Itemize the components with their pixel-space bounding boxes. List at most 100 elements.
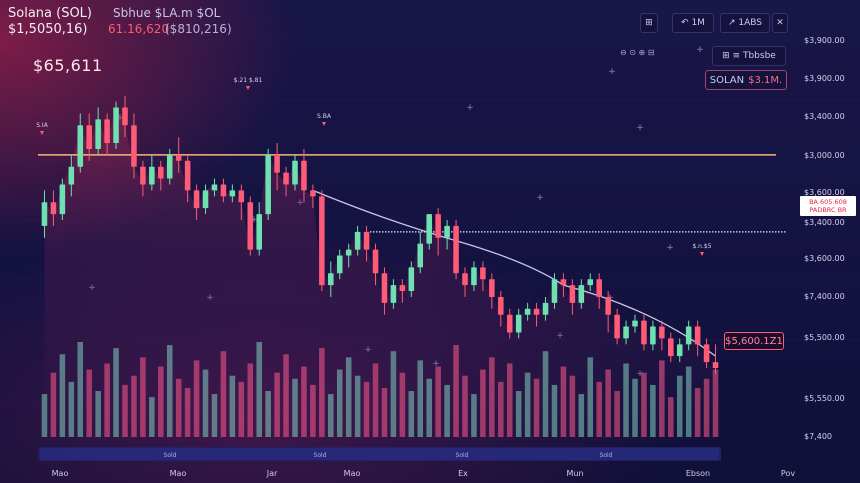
candle-body-32[interactable] [328,273,334,286]
candle-body-65[interactable] [623,326,629,339]
candle-body-45[interactable] [444,225,450,238]
candle-body-43[interactable] [426,214,432,244]
candle-body-18[interactable] [202,190,209,209]
candle-body-73[interactable] [694,326,701,345]
candle-body-50[interactable] [489,279,495,297]
candle-body-57[interactable] [551,279,558,303]
candle-body-47[interactable] [462,273,468,286]
candle-body-40[interactable] [399,285,406,292]
candle-body-52[interactable] [506,314,513,333]
volume-bar-18 [202,369,209,437]
candle-body-56[interactable] [542,302,549,315]
candle-body-5[interactable] [86,125,92,149]
candle-body-74[interactable] [703,344,710,363]
candle-body-51[interactable] [498,296,504,315]
volume-bar-33 [336,369,343,437]
candle-body-33[interactable] [336,255,343,274]
settings-button[interactable]: ⊞ ≡ Tbbsbe [712,46,786,66]
candle-body-53[interactable] [515,314,522,333]
volume-bar-34 [345,357,352,437]
candle-body-61[interactable] [587,279,594,286]
volume-bar-62 [596,381,602,437]
indicators-button[interactable]: ↗ 1ABS [720,13,770,33]
navigator-window[interactable] [40,448,719,460]
symbol-selector[interactable]: SOLAN $3.1M. [705,70,787,90]
candle-body-62[interactable] [596,279,602,297]
y-tick-2: $3,400.00 [804,112,845,121]
candle-body-15[interactable] [175,154,182,161]
candle-body-2[interactable] [59,184,66,215]
peak-marker-1 [246,86,250,90]
timeframe-button[interactable]: ↶ 1M [672,13,714,33]
candle-body-34[interactable] [345,249,352,256]
candle-body-10[interactable] [131,125,137,167]
candlestick-series [41,95,719,374]
candle-body-49[interactable] [480,267,486,280]
candle-body-20[interactable] [220,184,227,197]
candle-body-38[interactable] [381,273,388,303]
candle-body-68[interactable] [650,326,656,345]
candle-body-67[interactable] [641,320,647,345]
candle-body-28[interactable] [292,160,298,185]
candle-body-58[interactable] [560,279,567,286]
volume-bar-17 [193,360,200,437]
candle-body-25[interactable] [265,154,271,215]
candle-body-30[interactable] [310,190,316,197]
candle-body-39[interactable] [390,285,397,303]
candle-body-29[interactable] [301,160,307,191]
candle-body-24[interactable] [256,214,262,250]
candle-body-12[interactable] [149,166,155,185]
volume-bar-53 [515,391,522,437]
candle-body-14[interactable] [166,154,173,179]
sparkle-15: + [636,123,644,133]
candle-body-35[interactable] [354,231,361,250]
candle-body-70[interactable] [668,338,674,357]
candle-body-48[interactable] [471,267,477,286]
candle-body-46[interactable] [453,225,459,274]
candle-body-22[interactable] [238,190,245,203]
candle-body-1[interactable] [50,202,57,215]
candle-body-16[interactable] [184,160,191,191]
candle-body-31[interactable] [319,196,325,286]
candle-body-64[interactable] [614,314,620,339]
candle-body-60[interactable] [578,285,585,303]
candle-body-6[interactable] [95,119,101,149]
volume-bar-36 [363,381,370,437]
candle-body-7[interactable] [104,119,110,144]
candle-body-13[interactable] [158,166,164,179]
candle-body-42[interactable] [417,243,424,268]
candle-body-26[interactable] [274,154,280,173]
close-icon[interactable]: ✕ [772,13,788,33]
candle-body-59[interactable] [569,285,576,303]
candle-body-66[interactable] [632,320,638,327]
candle-body-55[interactable] [533,308,540,315]
candle-body-21[interactable] [229,190,236,197]
candle-body-17[interactable] [193,190,200,209]
candle-body-72[interactable] [685,326,692,345]
candle-body-0[interactable] [41,202,48,226]
volume-bar-4 [77,342,84,437]
candle-body-11[interactable] [140,166,146,185]
candle-body-44[interactable] [435,214,441,238]
candle-body-36[interactable] [363,231,370,250]
candle-body-3[interactable] [68,166,75,185]
volume-bar-37 [372,363,379,437]
candle-body-69[interactable] [659,326,665,339]
candle-body-41[interactable] [408,267,415,292]
candle-body-75[interactable] [712,362,719,368]
zoom-controls[interactable]: ⊖ ⊙ ⊕ ⊟ [620,48,655,57]
candle-body-63[interactable] [605,296,611,315]
candle-body-19[interactable] [211,184,218,191]
candle-body-37[interactable] [372,249,379,274]
candle-body-71[interactable] [676,344,683,357]
candle-body-4[interactable] [77,125,84,167]
volume-bar-24 [256,342,262,437]
layout-button[interactable]: ⊞ [640,13,658,33]
candle-body-9[interactable] [122,107,128,126]
candle-body-8[interactable] [113,107,119,144]
candle-body-23[interactable] [247,202,254,250]
volume-bar-0 [41,394,48,437]
candle-body-54[interactable] [524,308,531,315]
candle-body-27[interactable] [283,172,289,185]
